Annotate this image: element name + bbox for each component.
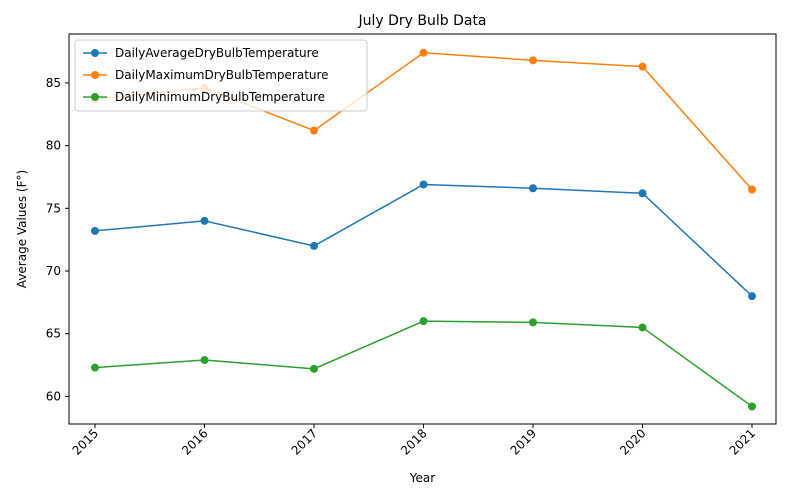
legend-label: DailyAverageDryBulbTemperature <box>115 46 319 60</box>
data-point <box>748 402 756 411</box>
plot-frame <box>68 33 777 425</box>
legend-swatch-marker <box>91 49 99 57</box>
y-tick-label: 85 <box>46 76 61 90</box>
x-tick-label: 2019 <box>508 426 539 457</box>
legend-label: DailyMinimumDryBulbTemperature <box>115 90 325 104</box>
data-point <box>91 363 99 372</box>
x-tick-label: 2020 <box>617 426 648 457</box>
series-line <box>94 183 753 297</box>
x-tick-label: 2016 <box>179 426 210 457</box>
y-tick-label: 80 <box>46 139 61 153</box>
y-tick-label: 70 <box>46 264 61 278</box>
data-point <box>419 317 428 326</box>
x-tick-label: 2017 <box>289 426 320 457</box>
legend: DailyAverageDryBulbTemperature DailyMaxim… <box>74 39 368 112</box>
legend-swatch-marker <box>91 93 99 101</box>
y-tick-label: 75 <box>46 201 61 215</box>
data-point <box>748 185 756 194</box>
data-point <box>200 356 209 365</box>
y-tick-label: 60 <box>46 389 61 403</box>
data-point <box>638 189 647 198</box>
y-axis-label: Average Values (F°) <box>15 170 29 288</box>
data-point <box>200 216 209 225</box>
x-tick-label: 2018 <box>398 426 429 457</box>
x-tick-label: 2015 <box>70 426 101 457</box>
chart-title: July Dry Bulb Data <box>357 13 486 29</box>
x-axis-label: Year <box>409 471 435 485</box>
x-axis: 2015 2016 2017 2018 2019 2020 2021 <box>70 424 758 458</box>
data-point <box>638 323 647 332</box>
data-point <box>529 318 537 327</box>
x-tick-label: 2021 <box>727 426 758 457</box>
data-point <box>748 292 756 301</box>
data-point <box>310 364 318 373</box>
legend-swatch-marker <box>91 71 99 79</box>
series-line <box>94 320 753 408</box>
y-tick-label: 65 <box>46 327 61 341</box>
y-axis: 60 65 70 75 80 85 <box>46 76 69 403</box>
data-point <box>419 180 428 189</box>
data-point <box>91 226 99 235</box>
data-point <box>419 48 428 57</box>
data-point <box>310 126 318 135</box>
data-point <box>529 184 537 193</box>
data-point <box>638 62 647 71</box>
legend-box <box>74 39 368 112</box>
data-point <box>529 56 537 65</box>
data-point <box>310 241 318 250</box>
legend-label: DailyMaximumDryBulbTemperature <box>115 68 329 82</box>
